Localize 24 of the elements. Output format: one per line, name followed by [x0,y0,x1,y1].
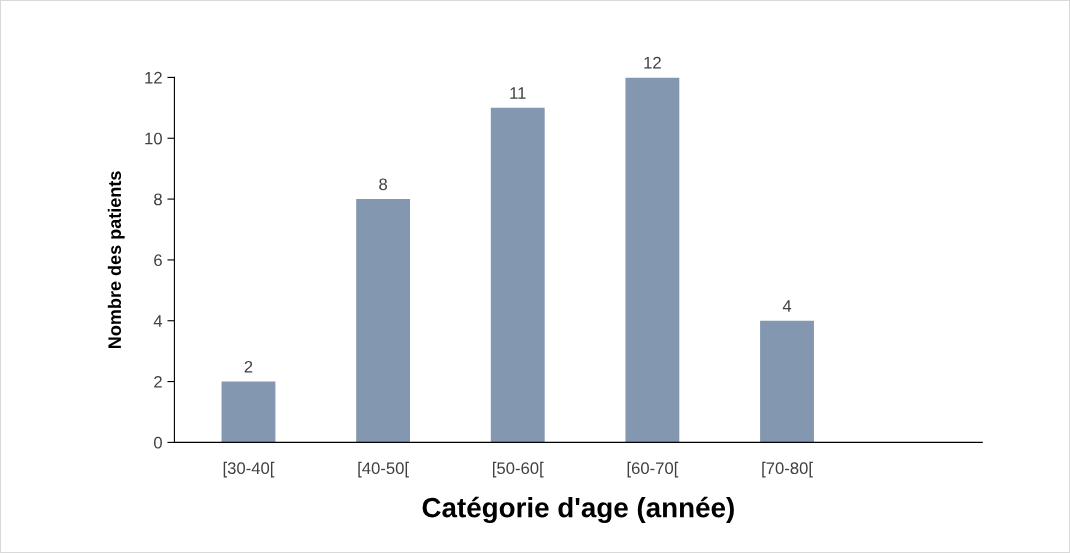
data-label: 8 [379,178,388,191]
y-tick-label: 12 [145,71,162,84]
bar [356,199,411,443]
bar [625,77,680,443]
x-tick-label: [70-80[ [762,461,813,478]
y-tick-label: 4 [153,315,163,327]
x-axis-title: Catégorie d'age (année) [422,496,734,524]
bar [760,320,814,443]
data-label: 2 [244,360,253,373]
x-tick-label: [30-40[ [223,461,275,478]
bar [221,381,276,443]
x-tick-label: [60-70[ [627,461,679,478]
y-tick-label: 0 [153,436,162,449]
data-label: 4 [782,300,792,312]
x-tick-label: [50-60[ [492,461,544,478]
y-tick-label: 10 [145,132,162,145]
y-tick-label: 8 [154,193,162,206]
x-tick-label: [40-50[ [358,461,409,478]
y-axis-title: Nombre des patients [107,171,125,348]
bar [490,107,545,443]
y-tick-label: 2 [154,375,162,388]
data-label: 12 [644,56,661,69]
y-tick-label: 6 [154,254,162,267]
data-label: 11 [510,87,526,99]
